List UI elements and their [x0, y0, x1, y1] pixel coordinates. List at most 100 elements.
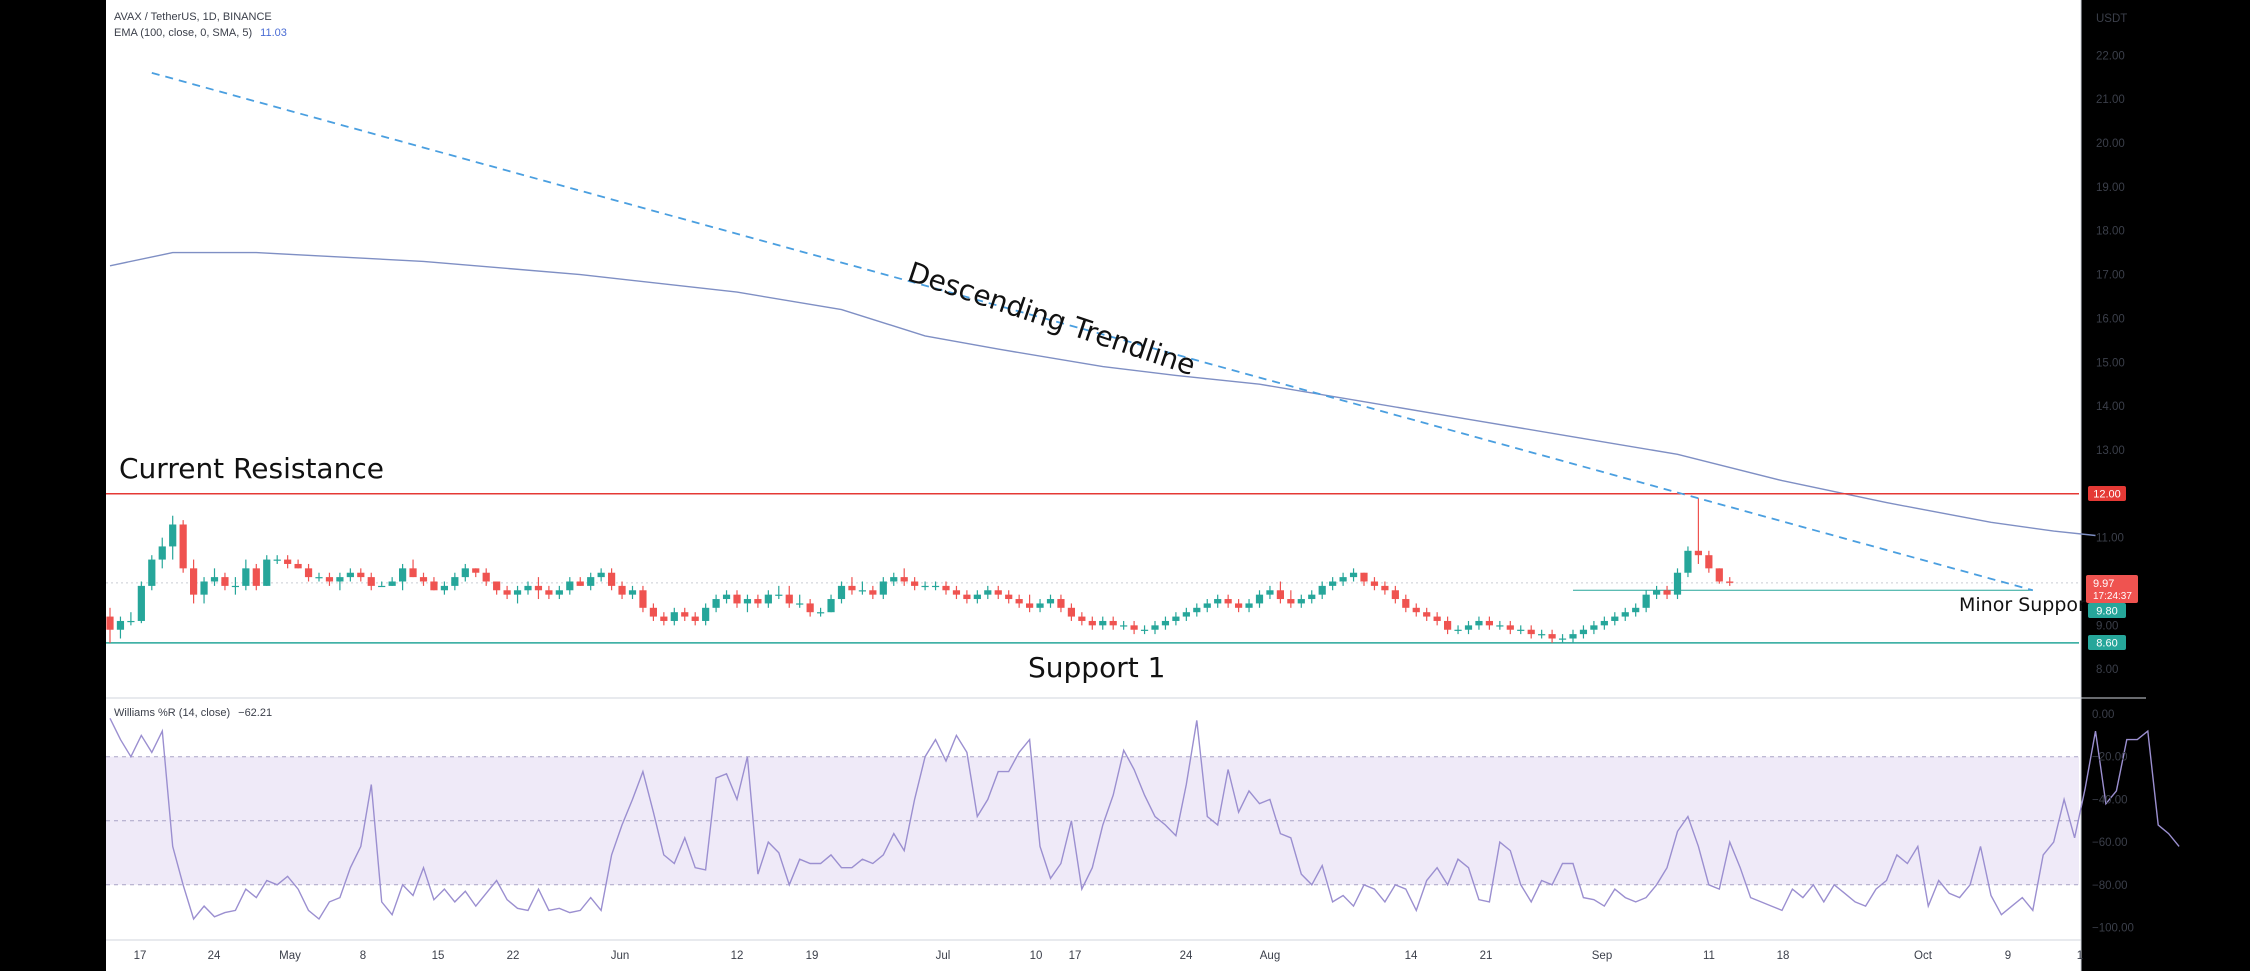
candle-body: [534, 585, 543, 591]
candle: [649, 603, 657, 621]
candle-body: [649, 607, 657, 617]
ema-layer: [109, 251, 2096, 537]
candle: [555, 585, 563, 600]
candle: [1642, 590, 1650, 613]
candle-body: [764, 594, 772, 604]
candle: [1475, 616, 1483, 630]
ema-legend[interactable]: EMA (100, close, 0, SMA, 5) 11.03: [114, 27, 287, 39]
candle: [1496, 620, 1504, 630]
candle-body: [1653, 590, 1661, 595]
candle: [221, 572, 229, 591]
last-price-tag-text: 9.97: [2093, 578, 2114, 590]
candle: [764, 590, 772, 608]
candle: [378, 581, 386, 588]
candle: [1673, 568, 1682, 600]
candle: [430, 577, 438, 591]
williams-tick-label: −20.00: [2092, 752, 2128, 764]
time-tick-label: Aug: [1260, 950, 1280, 962]
candle: [1464, 620, 1473, 635]
williams-tick-label: −100.00: [2092, 923, 2134, 935]
candle: [984, 585, 992, 600]
candle: [1538, 629, 1546, 639]
candle: [200, 577, 208, 604]
price-tick-label: 22.00: [2096, 50, 2125, 62]
candle-body: [1715, 568, 1723, 582]
candle: [148, 555, 156, 591]
descending-trendline[interactable]: [151, 71, 2034, 592]
candle-body: [869, 590, 877, 595]
candle-body: [1130, 625, 1138, 630]
candle-body: [1088, 620, 1096, 626]
ema-100-line[interactable]: [109, 251, 2096, 537]
candle-body: [1245, 603, 1253, 608]
candle: [1349, 568, 1358, 582]
candle-body: [1276, 590, 1284, 600]
minor-support-tag: 9.80: [2088, 603, 2126, 618]
candle-body: [461, 568, 469, 578]
candle: [1402, 594, 1410, 613]
ema-legend-value: 11.03: [260, 27, 287, 39]
candle: [263, 555, 271, 586]
minor-support-tag-text: 9.80: [2096, 606, 2117, 618]
candle: [785, 585, 793, 608]
candle-body: [827, 599, 835, 613]
candle-body: [440, 585, 448, 591]
candle: [1036, 599, 1044, 613]
candle: [325, 572, 334, 586]
candle-body: [399, 568, 407, 582]
candle: [1611, 612, 1619, 626]
resistance-tag-box: [2088, 486, 2126, 501]
candle-body: [1485, 620, 1493, 626]
time-tick-label: May: [279, 950, 301, 962]
price-tick-label: 9.00: [2096, 620, 2118, 632]
candle-body: [806, 603, 814, 613]
price-tick-label: 8.00: [2096, 664, 2118, 676]
candle: [284, 555, 292, 569]
candle-body: [315, 577, 323, 579]
candle: [1632, 603, 1640, 617]
candle: [1235, 599, 1243, 613]
candle-body: [639, 590, 647, 608]
candle: [1569, 629, 1577, 643]
price-tick-label: 21.00: [2096, 94, 2125, 106]
candle-body: [984, 590, 992, 595]
candle-body: [890, 577, 898, 582]
williams-tick-label: −60.00: [2092, 837, 2128, 849]
candle: [419, 572, 428, 586]
candle-body: [1684, 550, 1692, 573]
candle: [1715, 568, 1723, 584]
candle: [1558, 634, 1567, 643]
symbol-legend[interactable]: AVAX / TetherUS, 1D, BINANCE: [114, 11, 272, 23]
candle-body: [702, 607, 710, 621]
candle-body: [837, 585, 846, 600]
williams-r-line[interactable]: [109, 717, 2180, 921]
candle-body: [1538, 634, 1546, 636]
candle-body: [472, 568, 480, 573]
candle-body: [545, 590, 553, 595]
candle-body: [388, 581, 396, 586]
candle: [837, 581, 846, 604]
candle: [1078, 612, 1086, 626]
candle: [743, 594, 752, 613]
ema-legend-label: EMA (100, close, 0, SMA, 5): [114, 27, 252, 39]
candle: [524, 581, 532, 595]
candle-body: [817, 612, 825, 614]
williams-legend[interactable]: Williams %R (14, close) −62.21: [114, 707, 272, 719]
candle-body: [858, 590, 866, 592]
candle: [639, 585, 647, 613]
candle-body: [482, 572, 490, 582]
candle-body: [106, 616, 114, 630]
candle: [482, 568, 490, 586]
candle-body: [1057, 599, 1065, 608]
candle: [1517, 625, 1525, 635]
currency-label[interactable]: USDT: [2096, 13, 2127, 25]
candle-body: [1548, 634, 1556, 639]
candle-body: [1433, 616, 1441, 621]
candle: [597, 568, 605, 582]
candle: [231, 577, 239, 595]
candle: [1057, 594, 1065, 613]
candle-body: [576, 581, 584, 586]
candle: [827, 594, 835, 613]
candle: [367, 572, 375, 591]
time-tick-label: 9: [2005, 950, 2011, 962]
